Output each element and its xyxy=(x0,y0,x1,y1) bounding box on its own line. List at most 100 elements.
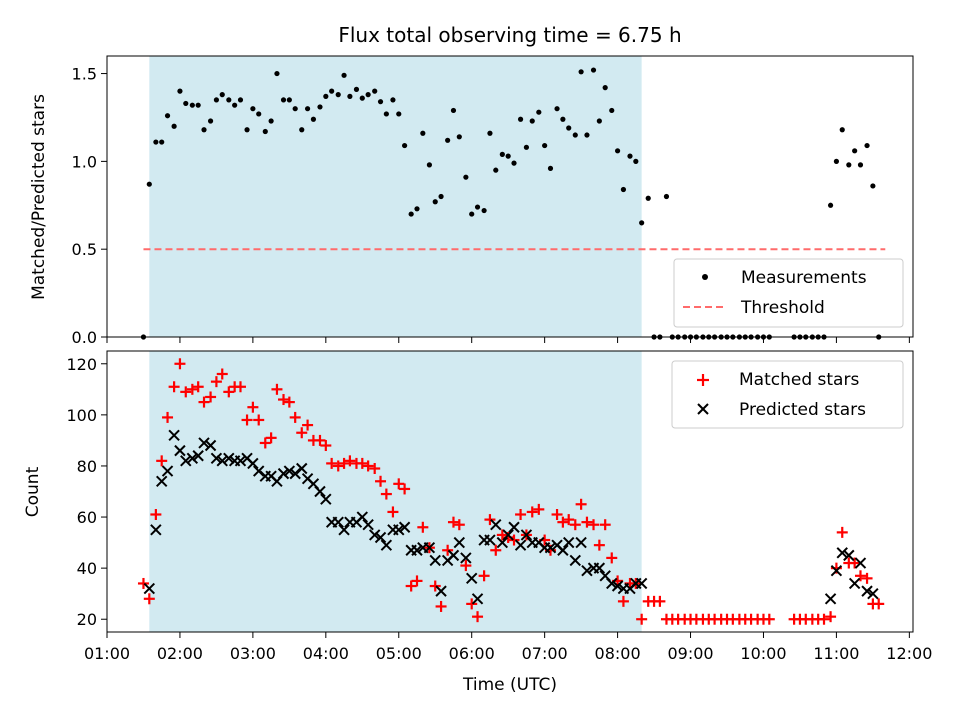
matched-star-point xyxy=(825,611,837,623)
matched-star-point xyxy=(472,611,484,623)
predicted-star-point xyxy=(332,516,344,528)
predicted-star-point xyxy=(198,437,210,449)
matched-star-point xyxy=(271,383,283,395)
measurement-point xyxy=(620,186,627,193)
measurement-point xyxy=(164,113,171,119)
x-tick-label: 05:00 xyxy=(376,644,422,663)
matched-star-point xyxy=(356,457,368,469)
predicted-star-point xyxy=(435,585,447,597)
measurement-point xyxy=(256,111,262,117)
matched-star-point xyxy=(581,516,593,528)
predicted-star-point xyxy=(289,467,301,480)
predicted-star-point xyxy=(824,593,837,605)
predicted-star-point xyxy=(563,536,575,549)
predicted-star-point xyxy=(471,593,484,605)
legend-threshold-label: Threshold xyxy=(740,298,825,318)
measurement-point xyxy=(274,70,280,77)
x-tick-label: 07:00 xyxy=(522,644,568,663)
legend-predicted-marker xyxy=(697,403,709,415)
observing-window-shade-bottom xyxy=(149,351,642,632)
predicted-star-point xyxy=(155,475,168,487)
measurement-point xyxy=(372,88,378,94)
predicted-star-point xyxy=(854,557,867,569)
bottom-x-ticks: 01:00 02:00 03:00 04:00 05:00 06:00 07:00 08:00… xyxy=(84,632,932,663)
predicted-star-point xyxy=(843,549,855,562)
predicted-star-point xyxy=(192,450,204,462)
matched-star-point xyxy=(563,514,575,526)
matched-star-point xyxy=(393,478,405,490)
measurement-point xyxy=(317,104,323,110)
matched-star-point xyxy=(490,544,502,556)
measurement-point xyxy=(499,151,505,157)
predicted-star-point xyxy=(186,452,199,464)
predicted-star-point xyxy=(168,429,180,442)
legend-measurements-label: Measurements xyxy=(741,268,867,288)
predicted-star-point xyxy=(593,562,606,574)
measurement-point xyxy=(183,100,189,107)
matched-star-point xyxy=(873,598,885,610)
measurement-point xyxy=(445,137,451,143)
measurement-point xyxy=(547,165,554,171)
measurement-point xyxy=(396,111,402,117)
predicted-star-point xyxy=(216,455,228,467)
predicted-star-point xyxy=(338,524,350,536)
bottom-panel-counts: 20 40 60 80 100 120 01:00 02:00 03:00 04:00 05:00… xyxy=(23,350,932,695)
predicted-star-point xyxy=(508,521,520,533)
predicted-star-point xyxy=(247,457,259,470)
predicted-star-point xyxy=(606,577,618,590)
predicted-star-point xyxy=(283,465,296,477)
measurement-point xyxy=(268,118,274,124)
measurement-point xyxy=(474,204,481,210)
matched-star-point xyxy=(326,457,338,469)
matched-star-point xyxy=(216,368,228,380)
count-points xyxy=(137,358,885,625)
matched-star-point xyxy=(162,411,174,423)
measurement-point xyxy=(377,99,384,105)
measurement-point xyxy=(529,118,535,124)
bottom-legend-box xyxy=(671,360,904,429)
x-axis-label: Time (UTC) xyxy=(462,675,557,695)
legend-matched-marker xyxy=(697,374,709,386)
predicted-star-point xyxy=(490,519,502,531)
measurement-point xyxy=(207,118,214,124)
predicted-star-point xyxy=(581,564,593,577)
measurement-point xyxy=(262,128,268,135)
matched-star-point xyxy=(380,488,392,500)
matched-star-point xyxy=(575,498,587,510)
measurement-point xyxy=(639,220,645,226)
matched-star-point xyxy=(533,503,545,515)
measurement-point xyxy=(493,167,499,173)
matched-star-point xyxy=(314,434,326,446)
matched-star-point xyxy=(283,396,295,408)
matched-star-point xyxy=(241,414,253,426)
x-tick-label: 10:00 xyxy=(740,644,786,663)
y-tick-label: 0.5 xyxy=(72,240,97,259)
predicted-star-point xyxy=(575,536,587,549)
measurement-point xyxy=(566,125,572,131)
y-tick-label: 1.5 xyxy=(72,65,97,84)
y-tick-label: 100 xyxy=(66,406,97,425)
y-tick-label: 80 xyxy=(77,457,97,476)
predicted-star-point xyxy=(356,511,369,523)
measurement-point xyxy=(310,116,317,122)
predicted-star-point xyxy=(460,552,472,564)
matched-star-point xyxy=(156,455,168,467)
observing-window-shade-top xyxy=(149,56,642,337)
x-tick-label: 11:00 xyxy=(813,644,859,663)
predicted-star-point xyxy=(429,554,441,567)
x-tick-label: 03:00 xyxy=(230,644,276,663)
matched-star-point xyxy=(259,437,271,449)
measurement-point xyxy=(584,132,590,138)
top-legend: Measurements Threshold xyxy=(673,258,904,328)
measurement-point xyxy=(201,127,207,133)
predicted-star-point xyxy=(635,577,648,590)
measurement-point xyxy=(299,127,305,133)
matched-star-point xyxy=(143,593,155,605)
predicted-star-point xyxy=(143,582,156,595)
measurement-point xyxy=(359,95,365,101)
measurement-point xyxy=(633,158,639,164)
measurement-point xyxy=(469,211,475,217)
matched-star-point xyxy=(453,519,465,531)
measurement-point xyxy=(602,85,608,91)
measurement-point xyxy=(614,148,621,154)
